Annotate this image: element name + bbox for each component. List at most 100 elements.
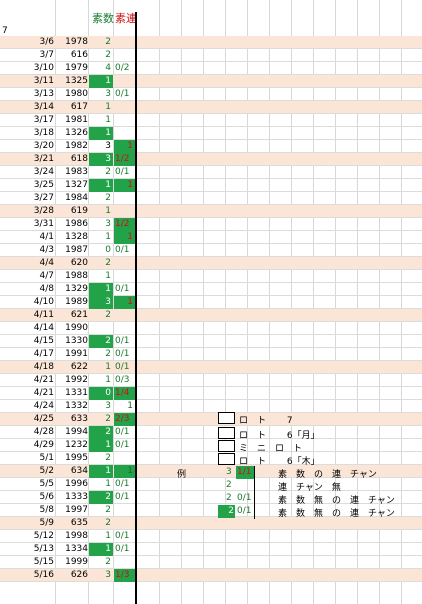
legend-example1-text: 素 数 の 連 チャン bbox=[278, 470, 377, 480]
prime-streak-cell bbox=[114, 36, 136, 49]
draw-date: 4/21 bbox=[33, 388, 54, 398]
prime-count: 2 bbox=[105, 492, 111, 502]
prime-count-cell: 2 bbox=[89, 36, 113, 49]
prime-count-cell: 1 bbox=[89, 101, 113, 114]
legend-loto6-mon: ロ ト 6「月」 bbox=[239, 431, 320, 441]
prime-count: 1 bbox=[105, 531, 111, 541]
prime-count: 2 bbox=[105, 453, 111, 463]
draw-number: 1325 bbox=[65, 76, 88, 86]
prime-streak-cell: 0/1 bbox=[114, 348, 136, 361]
prime-streak-cell: 0/1 bbox=[114, 244, 136, 257]
prime-streak-cell bbox=[114, 114, 136, 127]
prime-count-header: 素数 bbox=[92, 12, 114, 25]
column-divider bbox=[113, 0, 114, 604]
prime-count-cell: 2 bbox=[89, 504, 113, 517]
draw-date: 3/20 bbox=[33, 141, 54, 151]
prime-count-cell: 1 bbox=[89, 543, 113, 556]
prime-count: 0 bbox=[105, 388, 111, 398]
draw-number: 1990 bbox=[65, 323, 88, 333]
draw-date: 3/14 bbox=[33, 102, 54, 112]
prime-streak: 0/1 bbox=[115, 479, 130, 489]
prime-streak-cell bbox=[114, 75, 136, 88]
column-divider bbox=[181, 0, 182, 604]
table-row: 3/20 1982 3 1 bbox=[0, 140, 422, 153]
prime-streak: 1/2 bbox=[115, 219, 130, 229]
draw-number: 1981 bbox=[65, 115, 88, 125]
draw-number: 1978 bbox=[65, 37, 88, 47]
draw-date: 4/7 bbox=[39, 271, 54, 281]
prime-streak-cell bbox=[114, 101, 136, 114]
prime-streak: 1 bbox=[127, 141, 133, 151]
table-row: 5/2 634 1 1 bbox=[0, 465, 422, 478]
legend-swatch-loto7 bbox=[218, 412, 235, 424]
draw-number: 622 bbox=[70, 362, 88, 372]
prime-streak: 0/1 bbox=[115, 362, 130, 372]
prime-streak: 2/3 bbox=[115, 414, 130, 424]
prime-count-cell: 1 bbox=[89, 283, 113, 296]
draw-date: 5/5 bbox=[39, 479, 54, 489]
prime-streak: 0/1 bbox=[115, 349, 130, 359]
draw-date: 5/1 bbox=[39, 453, 54, 463]
legend-example3-streak: 0/1 bbox=[237, 493, 252, 503]
prime-streak-cell: 0/1 bbox=[114, 335, 136, 348]
prime-count: 3 bbox=[105, 570, 111, 580]
draw-number: 1989 bbox=[65, 297, 88, 307]
prime-count-cell: 3 bbox=[89, 400, 113, 413]
prime-streak: 0/1 bbox=[115, 89, 130, 99]
draw-number: 1326 bbox=[65, 128, 88, 138]
draw-date: 4/4 bbox=[39, 258, 54, 268]
legend-example1-streak: 1/1 bbox=[236, 466, 255, 479]
draw-number: 1988 bbox=[65, 271, 88, 281]
draw-number: 1986 bbox=[65, 219, 88, 229]
prime-count: 1 bbox=[105, 479, 111, 489]
column-divider bbox=[247, 0, 248, 604]
prime-count: 0 bbox=[105, 245, 111, 255]
draw-date: 3/10 bbox=[33, 63, 54, 73]
draw-date: 3/13 bbox=[33, 89, 54, 99]
prime-streak-cell bbox=[114, 49, 136, 62]
draw-number: 1332 bbox=[65, 401, 88, 411]
draw-date: 4/17 bbox=[33, 349, 54, 359]
prime-count-cell: 2 bbox=[89, 452, 113, 465]
prime-streak-cell: 1/2 bbox=[114, 153, 136, 166]
prime-count-cell: 4 bbox=[89, 62, 113, 75]
row-number-label: 7 bbox=[2, 26, 8, 36]
column-divider bbox=[269, 0, 270, 604]
column-divider bbox=[159, 0, 160, 604]
legend-example3-num: 2 bbox=[226, 493, 232, 503]
prime-streak-cell bbox=[114, 270, 136, 283]
prime-count: 1 bbox=[105, 232, 111, 242]
table-row: 4/17 1991 2 0/1 bbox=[0, 348, 422, 361]
prime-streak-cell bbox=[114, 504, 136, 517]
prime-count-cell: 1 bbox=[89, 439, 113, 452]
table-row: 3/6 1978 2 bbox=[0, 36, 422, 49]
prime-count: 3 bbox=[105, 154, 111, 164]
draw-date: 3/28 bbox=[33, 206, 54, 216]
prime-count: 2 bbox=[105, 505, 111, 515]
prime-streak: 1 bbox=[127, 401, 133, 411]
prime-count: 4 bbox=[105, 63, 111, 73]
prime-streak: 0/2 bbox=[115, 63, 130, 73]
draw-date: 3/7 bbox=[39, 50, 54, 60]
draw-date: 5/15 bbox=[33, 557, 54, 567]
prime-count: 1 bbox=[105, 440, 111, 450]
draw-number: 1333 bbox=[65, 492, 88, 502]
draw-number: 1983 bbox=[65, 167, 88, 177]
draw-number: 1991 bbox=[65, 349, 88, 359]
column-divider bbox=[379, 0, 380, 604]
table-row: 3/18 1326 1 bbox=[0, 127, 422, 140]
legend-loto6-thu: ロ ト 6「木」 bbox=[239, 457, 320, 467]
prime-count: 1 bbox=[105, 102, 111, 112]
prime-streak: 1 bbox=[127, 297, 133, 307]
prime-count: 2 bbox=[105, 557, 111, 567]
draw-number: 1232 bbox=[65, 440, 88, 450]
legend-example4-text: 素 数 無 の 連 チャン bbox=[278, 509, 395, 519]
prime-streak: 0/1 bbox=[115, 492, 130, 502]
table-row: 4/25 633 2 2/3 bbox=[0, 413, 422, 426]
prime-count-cell: 1 bbox=[89, 530, 113, 543]
prime-count-cell: 2 bbox=[89, 335, 113, 348]
prime-streak-cell bbox=[114, 192, 136, 205]
table-row: 3/27 1984 2 bbox=[0, 192, 422, 205]
prime-count: 1 bbox=[105, 375, 111, 385]
table-row: 5/12 1998 1 0/1 bbox=[0, 530, 422, 543]
